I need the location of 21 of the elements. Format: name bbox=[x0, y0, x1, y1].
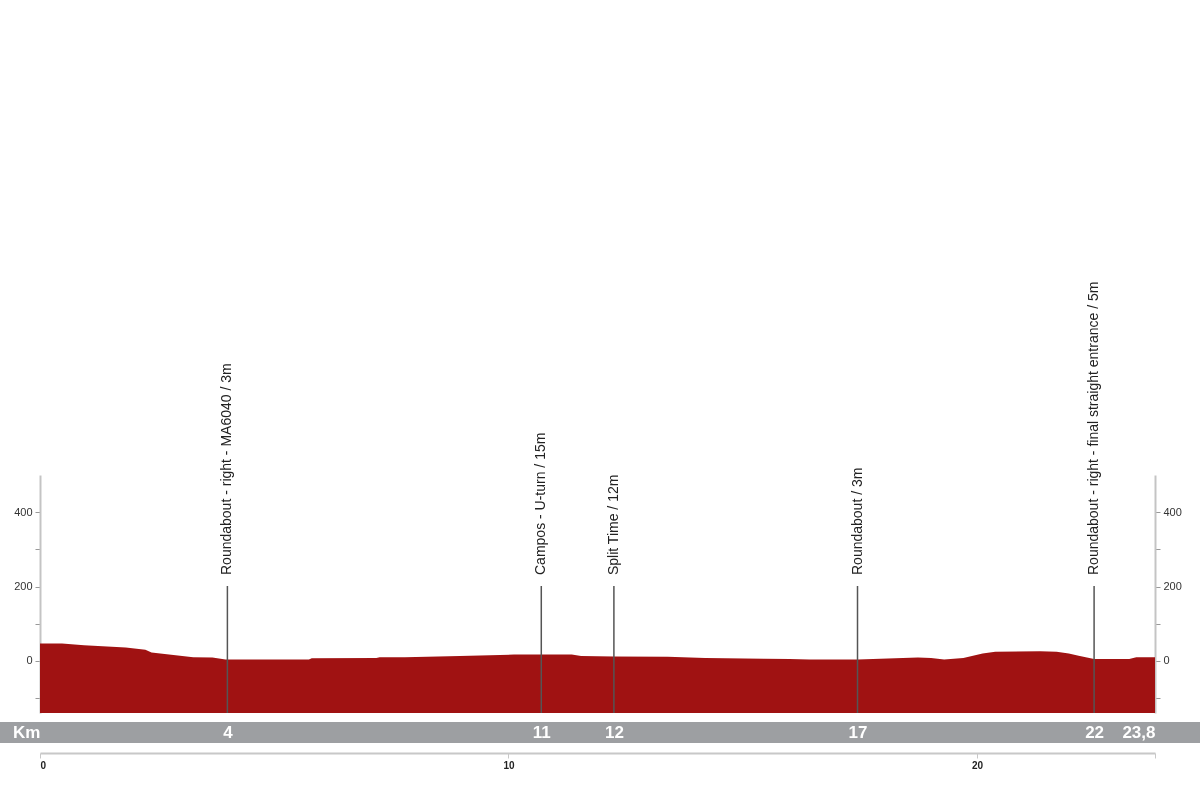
x-tick-label: 10 bbox=[503, 759, 515, 771]
y-tick-label: 400 bbox=[14, 505, 33, 518]
ref-line-label: Roundabout - right - final straight entrance / 5m bbox=[1085, 281, 1102, 575]
x-tick-label: 0 bbox=[40, 759, 47, 771]
ref-line-label: Campos - U-turn / 15m bbox=[532, 432, 549, 575]
x2-tick-label: 17 bbox=[848, 723, 868, 742]
y-tick-label: 200 bbox=[14, 580, 33, 593]
y2-tick-label: 0 bbox=[1163, 654, 1170, 667]
ref-line-label: Roundabout - right - MA6040 / 3m bbox=[218, 363, 235, 575]
y2-tick-label: 200 bbox=[1163, 580, 1182, 593]
y2-tick-label: 400 bbox=[1163, 505, 1182, 518]
x2-tick-label: 11 bbox=[532, 723, 551, 742]
x-tick-label: 20 bbox=[971, 759, 984, 771]
x2-tick-label: 12 bbox=[604, 723, 624, 742]
x2-axis-title: Km bbox=[13, 723, 41, 742]
x2-tick-label: 22 bbox=[1085, 723, 1105, 742]
ref-line-label: Roundabout / 3m bbox=[848, 467, 865, 575]
x2-tick-label: 23,8 bbox=[1122, 723, 1156, 742]
y-tick-label: 0 bbox=[26, 654, 33, 667]
x2-tick-label: 4 bbox=[223, 723, 234, 742]
ref-line-label: Split Time / 12m bbox=[604, 474, 621, 575]
